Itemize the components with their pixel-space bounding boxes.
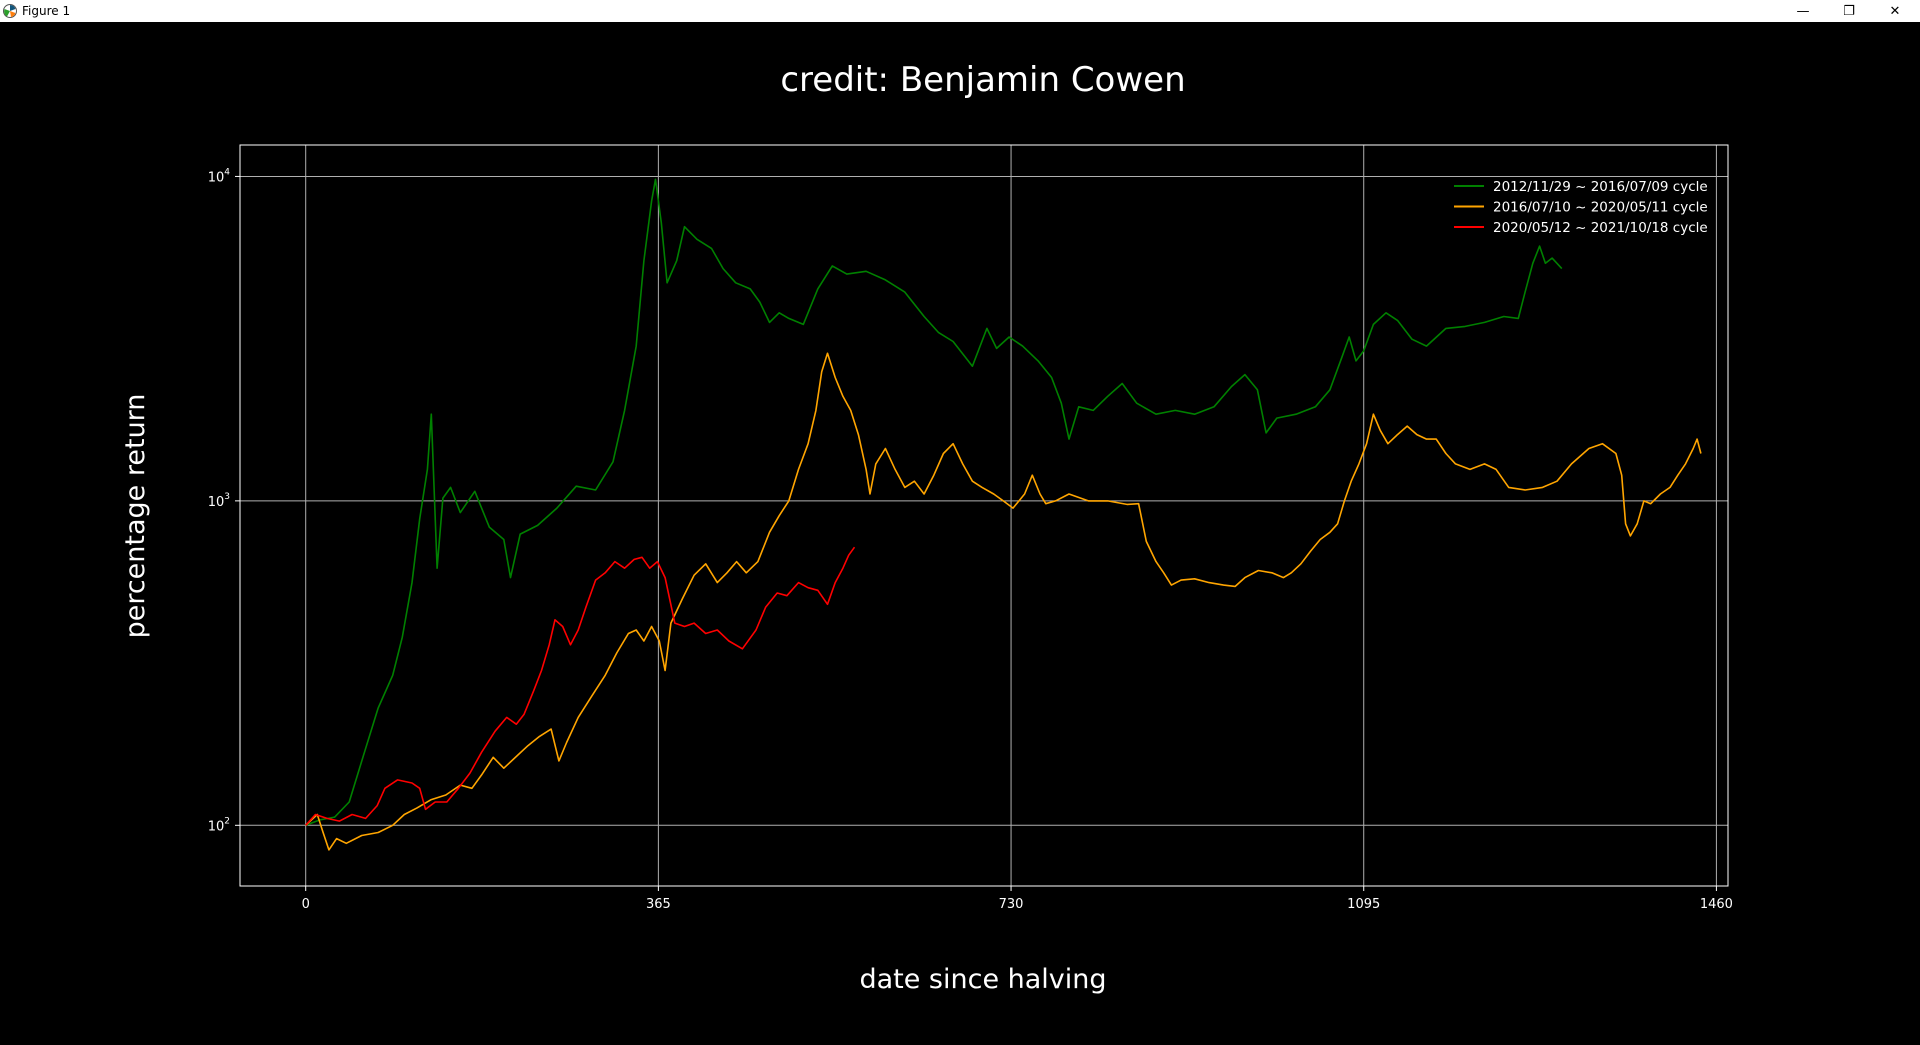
series-line-1 (305, 178, 1563, 827)
x-axis-label: date since halving (859, 964, 1106, 995)
close-button[interactable]: ✕ (1872, 0, 1918, 22)
y-tick-base: 10 (208, 495, 225, 510)
close-icon: ✕ (1889, 3, 1901, 19)
y-tick-exponent: 4 (224, 167, 230, 177)
plot-frame (239, 144, 1729, 887)
y-axis-label: percentage return (120, 394, 151, 639)
chart: credit: Benjamin Cowen date since halvin… (120, 60, 1733, 995)
legend-label: 2012/11/29 ~ 2016/07/09 cycle (1493, 179, 1708, 195)
minimize-icon: — (1796, 3, 1810, 19)
window-titlebar: Figure 1 — ❐ ✕ (0, 0, 1920, 22)
legend-label: 2016/07/10 ~ 2020/05/11 cycle (1493, 200, 1708, 216)
y-tick-exponent: 3 (224, 492, 230, 502)
window-title: Figure 1 (22, 4, 71, 18)
x-tick-label: 365 (646, 897, 671, 912)
matplotlib-icon (3, 4, 17, 18)
maximize-button[interactable]: ❐ (1826, 0, 1872, 22)
legend-label: 2020/05/12 ~ 2021/10/18 cycle (1493, 220, 1708, 236)
series-line-3 (305, 546, 856, 826)
y-tick-base: 10 (208, 170, 225, 185)
chart-title: credit: Benjamin Cowen (780, 60, 1185, 100)
restore-icon: ❐ (1843, 3, 1855, 19)
x-tick-label: 1460 (1700, 897, 1733, 912)
y-tick-label: 102 (208, 816, 230, 834)
series-line-2 (305, 352, 1702, 851)
grid-lines (240, 145, 1728, 886)
figure-canvas: credit: Benjamin Cowen date since halvin… (0, 22, 1920, 1040)
y-tick-label: 103 (208, 492, 230, 510)
x-tick-label: 0 (302, 897, 310, 912)
legend: 2012/11/29 ~ 2016/07/09 cycle 2016/07/10 … (1454, 179, 1708, 236)
x-tick-label: 730 (999, 897, 1024, 912)
y-tick-base: 10 (208, 819, 225, 834)
x-tick-label: 1095 (1347, 897, 1380, 912)
minimize-button[interactable]: — (1780, 0, 1826, 22)
plot-series (305, 178, 1702, 851)
y-tick-label: 104 (208, 167, 231, 185)
y-tick-exponent: 2 (224, 816, 230, 826)
